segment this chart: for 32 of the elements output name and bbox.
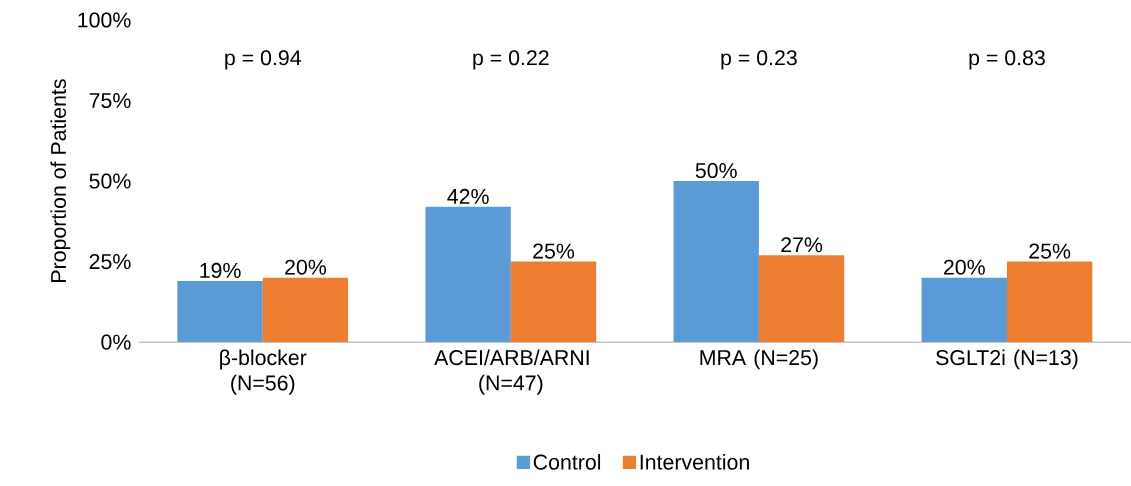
- bar: [673, 180, 759, 343]
- data-label: 25%: [533, 243, 575, 259]
- data-label: 42%: [447, 188, 489, 204]
- y-tick-label: 50%: [89, 173, 131, 189]
- y-tick-label: 75%: [89, 92, 131, 108]
- data-label: 50%: [695, 162, 737, 179]
- y-tick-label: 0%: [101, 334, 131, 350]
- y-tick-label: 100%: [78, 12, 131, 28]
- data-label: 25%: [1029, 243, 1071, 259]
- bar: [262, 277, 349, 343]
- annotation: p = 0.94: [225, 50, 301, 70]
- legend-label: Intervention: [640, 453, 749, 470]
- annotation: p = 0.83: [969, 50, 1045, 70]
- x-tick-label: SGLT2i (N=13): [936, 349, 1078, 370]
- data-label: 27%: [781, 237, 823, 253]
- data-label: 20%: [285, 259, 327, 275]
- x-tick-label: ACEI/ARB/ARNI (N=47): [434, 349, 589, 395]
- bar: [758, 255, 845, 343]
- x-tick-label: β-blocker (N=56): [220, 349, 307, 395]
- legend-label: Control: [533, 453, 601, 470]
- y-axis-title: Proportion of Patients: [50, 79, 71, 282]
- y-tick-label: 25%: [89, 253, 131, 270]
- data-label: 19%: [200, 262, 241, 278]
- bar: [425, 206, 511, 343]
- x-tick-label: MRA (N=25): [700, 349, 818, 370]
- annotation: p = 0.22: [473, 50, 549, 70]
- bar: [921, 277, 1007, 343]
- annotation: p = 0.23: [721, 50, 797, 70]
- bar: [1006, 261, 1093, 343]
- data-label: 20%: [944, 259, 985, 275]
- bar: [510, 261, 597, 343]
- bar: [177, 280, 263, 343]
